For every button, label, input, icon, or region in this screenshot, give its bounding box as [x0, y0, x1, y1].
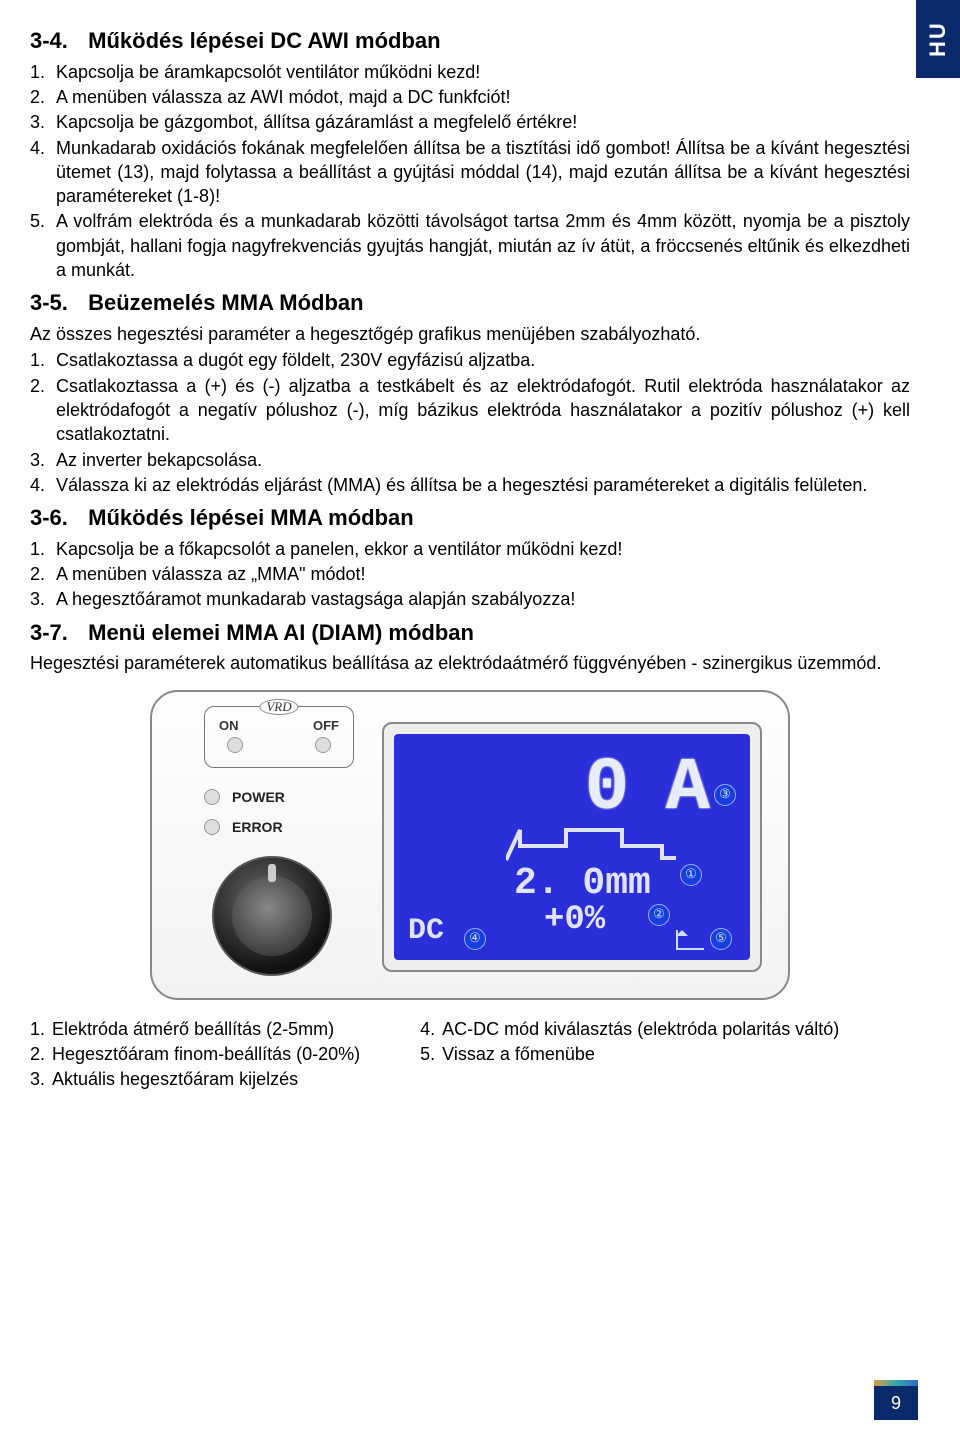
- lcd-percent-value: +0%: [544, 898, 605, 944]
- section-3-5-list: 1.Csatlakoztassa a dugót egy földelt, 23…: [30, 348, 910, 497]
- power-label: POWER: [232, 788, 285, 807]
- panel-legend: 1.Elektróda átmérő beállítás (2-5mm) 2.H…: [30, 1016, 910, 1093]
- rotary-knob-icon: [212, 856, 332, 976]
- list-item: 1.Kapcsolja be áramkapcsolót ventilátor …: [30, 60, 910, 84]
- section-3-4-list: 1.Kapcsolja be áramkapcsolót ventilátor …: [30, 60, 910, 283]
- marker-4-icon: ④: [464, 928, 486, 950]
- marker-2-icon: ②: [648, 904, 670, 926]
- section-3-7-body: Hegesztési paraméterek automatikus beáll…: [30, 651, 910, 675]
- lcd-waveform-icon: [506, 822, 676, 862]
- power-led-icon: [204, 789, 220, 805]
- list-item: 5.A volfrám elektróda és a munkadarab kö…: [30, 209, 910, 282]
- list-item: 1.Kapcsolja be a főkapcsolót a panelen, …: [30, 537, 910, 561]
- legend-item: 4.AC-DC mód kiválasztás (elektróda polar…: [420, 1017, 839, 1041]
- device-panel-illustration: VRD ON OFF POWER ERROR 0 A ③ 2. 0mm ①: [150, 690, 790, 1000]
- vrd-badge: VRD: [259, 699, 298, 715]
- marker-3-icon: ③: [714, 784, 736, 806]
- section-num: 3-4.: [30, 26, 82, 56]
- list-item: 1.Csatlakoztassa a dugót egy földelt, 23…: [30, 348, 910, 372]
- lcd-frame: 0 A ③ 2. 0mm ① +0% ② DC ④ ⑤: [382, 722, 762, 972]
- error-led-icon: [204, 819, 220, 835]
- list-item: 2.Csatlakoztassa a (+) és (-) aljzatba a…: [30, 374, 910, 447]
- list-item: 3.Az inverter bekapcsolása.: [30, 448, 910, 472]
- vrd-off-led-icon: [315, 737, 331, 753]
- section-num: 3-6.: [30, 503, 82, 533]
- section-num: 3-5.: [30, 288, 82, 318]
- lcd-screen: 0 A ③ 2. 0mm ① +0% ② DC ④ ⑤: [394, 734, 750, 960]
- section-title: Menü elemei MMA AI (DIAM) módban: [88, 620, 474, 645]
- section-num: 3-7.: [30, 618, 82, 648]
- list-item: 4.Munkadarab oxidációs fokának megfelelő…: [30, 136, 910, 209]
- legend-item: 2.Hegesztőáram finom-beállítás (0-20%): [30, 1042, 360, 1066]
- legend-left-column: 1.Elektróda átmérő beállítás (2-5mm) 2.H…: [30, 1016, 360, 1093]
- section-title: Működés lépései DC AWI módban: [88, 28, 440, 53]
- section-3-6-list: 1.Kapcsolja be a főkapcsolót a panelen, …: [30, 537, 910, 612]
- return-arrow-icon: [676, 930, 704, 950]
- section-3-7-heading: 3-7. Menü elemei MMA AI (DIAM) módban: [30, 618, 910, 648]
- legend-item: 1.Elektróda átmérő beállítás (2-5mm): [30, 1017, 360, 1041]
- legend-right-column: 4.AC-DC mód kiválasztás (elektróda polar…: [420, 1016, 839, 1093]
- marker-5-icon: ⑤: [710, 928, 732, 950]
- vrd-on-led-icon: [227, 737, 243, 753]
- list-item: 3.Kapcsolja be gázgombot, állítsa gázára…: [30, 110, 910, 134]
- page-number: 9: [874, 1386, 918, 1420]
- list-item: 4.Válassza ki az elektródás eljárást (MM…: [30, 473, 910, 497]
- section-3-4-heading: 3-4. Működés lépései DC AWI módban: [30, 26, 910, 56]
- power-status: POWER: [204, 788, 285, 807]
- section-title: Működés lépései MMA módban: [88, 505, 414, 530]
- legend-item: 5.Vissaz a főmenübe: [420, 1042, 839, 1066]
- lcd-mode-value: DC: [408, 911, 444, 952]
- vrd-on-label: ON: [219, 717, 239, 735]
- vrd-switch-frame: VRD ON OFF: [204, 706, 354, 768]
- language-tab: HU: [916, 0, 960, 78]
- error-status: ERROR: [204, 818, 283, 837]
- section-3-5-heading: 3-5. Beüzemelés MMA Módban: [30, 288, 910, 318]
- legend-item: 3.Aktuális hegesztőáram kijelzés: [30, 1067, 360, 1091]
- section-title: Beüzemelés MMA Módban: [88, 290, 363, 315]
- vrd-off-label: OFF: [313, 717, 339, 735]
- list-item: 2.A menüben válassza az AWI módot, majd …: [30, 85, 910, 109]
- marker-1-icon: ①: [680, 864, 702, 886]
- list-item: 3.A hegesztőáramot munkadarab vastagsága…: [30, 587, 910, 611]
- error-label: ERROR: [232, 818, 283, 837]
- section-3-5-intro: Az összes hegesztési paraméter a hegeszt…: [30, 322, 910, 346]
- section-3-6-heading: 3-6. Működés lépései MMA módban: [30, 503, 910, 533]
- list-item: 2.A menüben válassza az „MMA" módot!: [30, 562, 910, 586]
